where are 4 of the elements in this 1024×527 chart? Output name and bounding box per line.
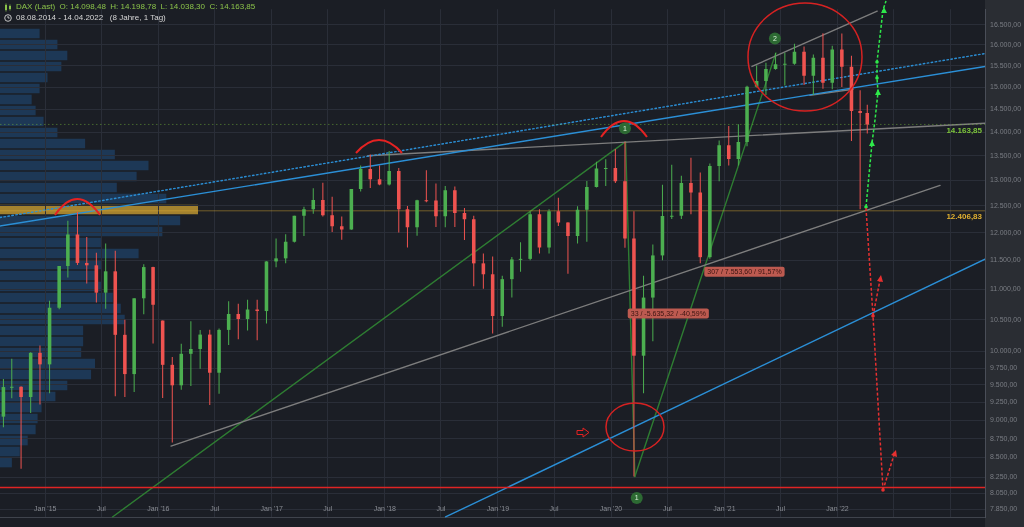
text: 08.08.2014 - 14.04.2022 (8 Jahre, 1 Tag) <box>16 13 166 23</box>
ref-line-label: 14.163,85 <box>946 125 983 135</box>
ref-line-label: 12.406,83 <box>946 212 983 222</box>
chart-title: DAX (Last) O: 14.098,48 H: 14.198,78 L: 14.038,30 C: 14.163,85 <box>16 2 256 12</box>
